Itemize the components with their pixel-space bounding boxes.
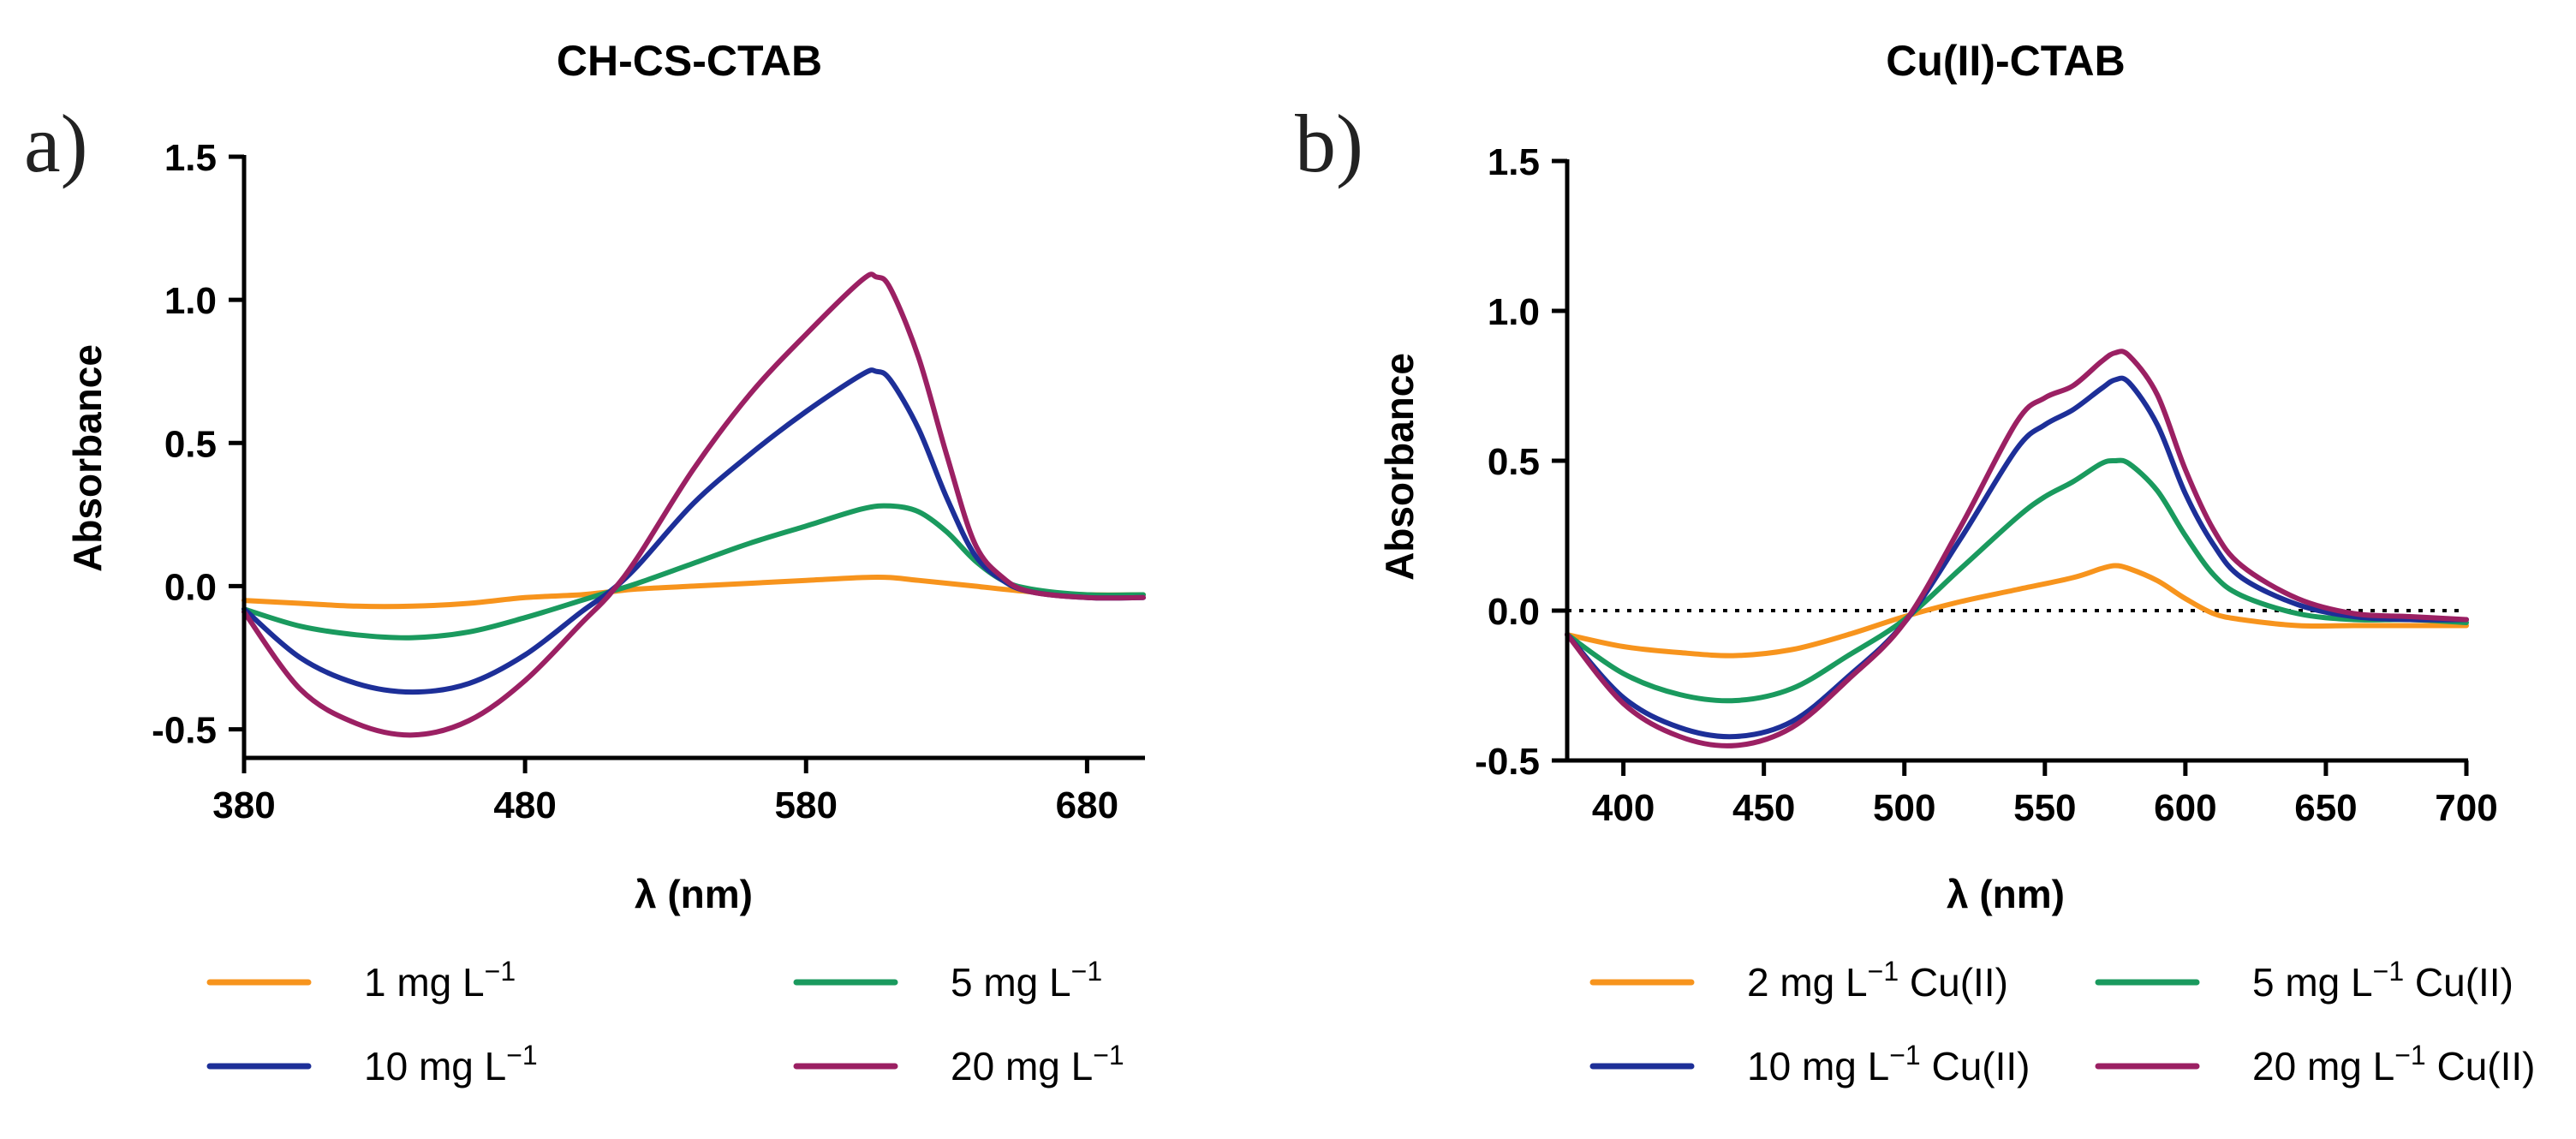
legend-label-exponent: −1 [1868,956,1899,987]
y-tick-label: 1.5 [164,137,217,179]
legend-label-exponent: −1 [2394,1040,2425,1070]
y-tick-label: -0.5 [152,710,217,752]
x-tick-label: 550 [2013,787,2076,829]
panel-a-x-axis-label: λ (nm) [635,872,753,916]
panel-b-x-axis-label: λ (nm) [1947,872,2065,916]
panel-a-title: CH-CS-CTAB [557,37,822,85]
y-tick-label: 0.5 [164,423,217,465]
y-tick-label: 0.0 [1488,591,1540,633]
x-tick-label: 500 [1873,787,1935,829]
legend-item: 10 mg L−1 Cu(II) [1589,1040,2030,1088]
series-line-1 [1565,563,2469,659]
legend-label: 2 mg L−1 Cu(II) [1747,956,2008,1005]
legend-label-exponent: −1 [506,1040,537,1070]
legend-label-suffix: Cu(II) [1899,960,2008,1005]
legend-label-name: 20 mg L [2252,1044,2394,1088]
x-tick-label: 450 [1732,787,1795,829]
x-tick-label: 700 [2435,787,2497,829]
legend-label-exponent: −1 [2373,956,2404,987]
legend-label-name: 1 mg L [364,960,485,1005]
series-line-3 [1565,375,2469,740]
legend-item: 5 mg L−1 [793,956,1102,1005]
panel-a-axes: -0.5 0.0 0.5 1.0 1.5 380 480 580 680 [152,137,1145,826]
legend-label-exponent: −1 [485,956,516,987]
panel-b-axes: -0.5 0.0 0.5 1.0 1.5 400 450 500 550 600 650 700 [1475,141,2498,829]
legend-label-exponent: −1 [1093,1040,1124,1070]
series-line-2 [1565,457,2469,704]
legend-item: 10 mg L−1 [206,1040,538,1088]
legend-label-name: 10 mg L [1747,1044,1889,1088]
legend-label-suffix: Cu(II) [1921,1044,2030,1088]
legend-label-suffix: Cu(II) [2404,960,2513,1005]
legend-label-suffix: Cu(II) [2426,1044,2536,1088]
legend-label: 10 mg L−1 Cu(II) [1747,1040,2030,1088]
legend-item: 1 mg L−1 [206,956,516,1005]
panel-b-series-group [1565,349,2469,748]
legend-label: 20 mg L−1 Cu(II) [2252,1040,2535,1088]
legend-label-name: 20 mg L [951,1044,1093,1088]
legend-label-name: 10 mg L [364,1044,506,1088]
y-tick-label: 1.5 [1488,141,1540,183]
x-tick-label: 400 [1592,787,1655,829]
y-tick-label: 0.5 [1488,441,1540,483]
panel-a-series-group [242,271,1146,738]
x-tick-label: 480 [493,784,556,826]
legend-label: 5 mg L−1 Cu(II) [2252,956,2513,1005]
series-line-4 [242,271,1146,738]
x-tick-label: 600 [2154,787,2216,829]
panel-b-legend: 2 mg L−1 Cu(II) 5 mg L−1 Cu(II)10 mg L−1 … [1589,956,2535,1088]
legend-label-exponent: −1 [1071,956,1102,987]
legend-item: 20 mg L−1 Cu(II) [2095,1040,2535,1088]
panel-b: b) Cu(II)-CTAB Absorbance λ (nm) -0.5 0.0… [1295,37,2535,1088]
panel-b-y-axis-label: Absorbance [1377,353,1422,581]
y-tick-label: 1.0 [1488,291,1540,333]
x-tick-label: 680 [1056,784,1118,826]
legend-label: 1 mg L−1 [364,956,516,1005]
legend-label-name: 5 mg L [951,960,1071,1005]
series-line-3 [242,367,1146,695]
series-line-1 [242,574,1146,610]
legend-label-exponent: −1 [1889,1040,1920,1070]
legend-item: 2 mg L−1 Cu(II) [1589,956,2008,1005]
x-tick-label: 380 [212,784,275,826]
panel-a-legend: 1 mg L−1 5 mg L−110 mg L−1 20 mg L−1 [206,956,1124,1088]
legend-item: 5 mg L−1 Cu(II) [2095,956,2513,1005]
y-tick-label: -0.5 [1475,741,1540,783]
legend-label-name: 5 mg L [2252,960,2373,1005]
y-tick-label: 1.0 [164,280,217,322]
series-line-4 [1565,349,2469,748]
y-tick-label: 0.0 [164,566,217,608]
panel-b-title: Cu(II)-CTAB [1886,37,2126,85]
legend-label-name: 2 mg L [1747,960,1868,1005]
panel-b-letter: b) [1295,98,1363,189]
panel-a: a) CH-CS-CTAB Absorbance λ (nm) -0.5 0.0 0… [24,37,1146,1088]
panel-a-y-axis-label: Absorbance [65,344,110,572]
legend-label: 5 mg L−1 [951,956,1102,1005]
x-tick-label: 580 [775,784,838,826]
panel-a-letter: a) [24,98,88,189]
legend-label: 20 mg L−1 [951,1040,1124,1088]
legend-label: 10 mg L−1 [364,1040,538,1088]
x-tick-label: 650 [2294,787,2357,829]
legend-item: 20 mg L−1 [793,1040,1124,1088]
